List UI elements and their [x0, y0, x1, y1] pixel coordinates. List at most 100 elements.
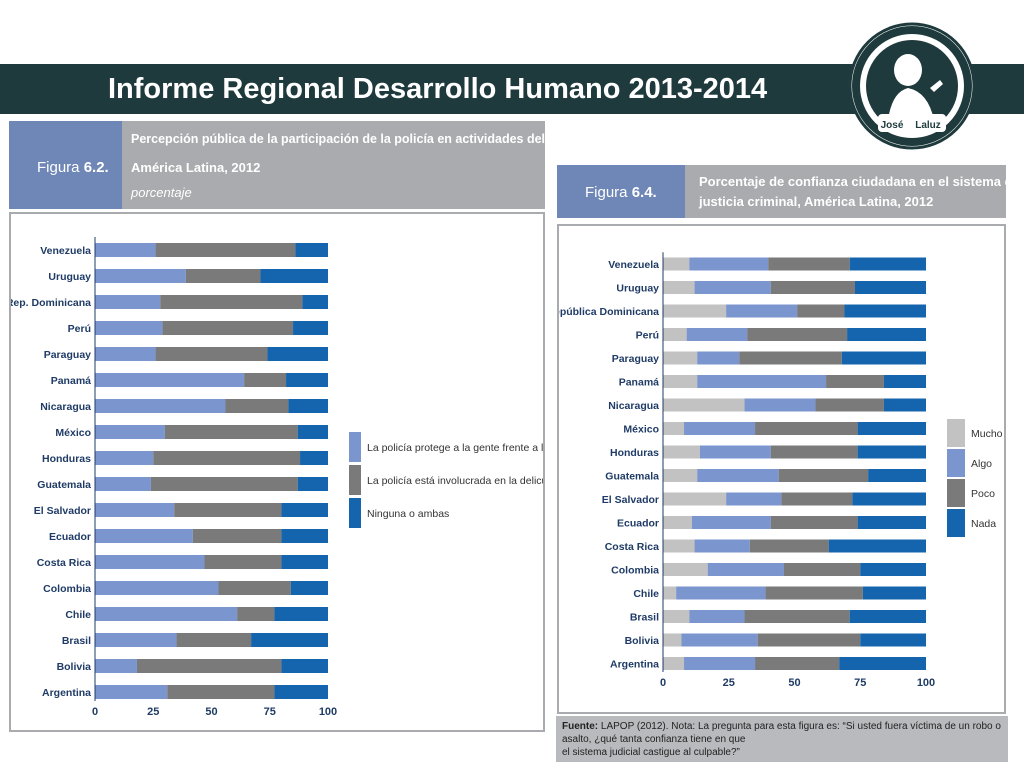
- bar-segment: [663, 257, 690, 271]
- bar-segment: [663, 516, 692, 529]
- bar-segment: [684, 422, 756, 435]
- legend-label: Nada: [971, 518, 996, 530]
- category-label: Ecuador: [617, 518, 659, 530]
- legend-label: Ninguna o ambas: [367, 508, 449, 520]
- bar-segment: [185, 269, 261, 283]
- bar-segment: [663, 657, 685, 670]
- category-label: Colombia: [43, 583, 91, 595]
- bar-segment: [849, 610, 926, 623]
- x-tick-label: 100: [917, 677, 935, 689]
- bar-segment: [95, 477, 151, 491]
- bar-segment: [663, 539, 695, 553]
- bar-segment: [95, 503, 175, 517]
- figure-label-number: 6.2.: [83, 159, 109, 176]
- category-label: República Dominicana: [559, 306, 659, 318]
- bar-segment: [167, 685, 275, 699]
- bar-segment: [841, 351, 926, 365]
- bar-segment: [150, 477, 298, 491]
- bar-segment: [770, 281, 855, 294]
- bar-segment: [854, 281, 926, 294]
- category-label: Perú: [68, 323, 91, 335]
- bar-segment: [755, 657, 840, 670]
- legend-label: Mucho: [971, 428, 1003, 440]
- bar-segment: [95, 373, 245, 387]
- bar-segment: [274, 607, 328, 621]
- figure-label-prefix: Figura: [585, 184, 628, 201]
- bar-segment: [857, 422, 926, 435]
- category-label: Paraguay: [44, 349, 91, 361]
- bar-segment: [663, 492, 727, 506]
- bar-segment: [862, 586, 926, 600]
- bar-segment: [663, 563, 708, 576]
- bar-segment: [95, 633, 177, 647]
- bar-segment: [95, 295, 161, 309]
- bar-segment: [755, 422, 858, 435]
- category-label: Nicaragua: [608, 400, 659, 412]
- legend-label: Algo: [971, 458, 992, 470]
- category-label: Argentina: [610, 659, 659, 671]
- bar-segment: [663, 304, 727, 318]
- x-tick-label: 25: [723, 677, 735, 689]
- bar-segment: [857, 445, 926, 459]
- category-label: Chile: [65, 609, 91, 621]
- legend-swatch: [947, 449, 965, 477]
- figure-6-2-chart: Venezuela Uruguay Rep. Dominicana Perú Parag…: [6, 237, 605, 718]
- figure-6-4-chart: Venezuela Uruguay República Dominicana Perú…: [546, 252, 1003, 689]
- category-label: Panamá: [619, 377, 659, 389]
- category-label: Honduras: [42, 453, 91, 465]
- page-title: Informe Regional Desarrollo Humano 2013-…: [108, 73, 768, 105]
- bar-segment: [95, 529, 193, 543]
- bar-segment: [883, 398, 926, 412]
- bar-segment: [295, 243, 328, 257]
- bar-segment: [251, 633, 328, 647]
- figure-label-number: 6.4.: [631, 184, 657, 201]
- figure-6-2-title-line2: América Latina, 2012: [131, 160, 261, 175]
- bar-segment: [260, 269, 328, 283]
- bar-segment: [95, 425, 165, 439]
- bar-segment: [694, 281, 771, 294]
- bar-segment: [302, 295, 328, 309]
- bar-segment: [691, 516, 771, 529]
- bar-segment: [162, 321, 294, 335]
- category-label: Nicaragua: [40, 401, 91, 413]
- category-label: Guatemala: [605, 471, 659, 483]
- bar-segment: [747, 328, 848, 341]
- figure-6-2-panel: Venezuela Uruguay Rep. Dominicana Perú Parag…: [6, 212, 605, 732]
- category-label: Uruguay: [616, 283, 659, 295]
- category-label: Costa Rica: [37, 557, 91, 569]
- bar-segment: [281, 503, 328, 517]
- legend-swatch: [349, 498, 361, 528]
- bar-segment: [281, 529, 328, 543]
- bar-segment: [160, 295, 303, 309]
- x-tick-label: 75: [264, 706, 276, 718]
- bar-segment: [95, 269, 186, 283]
- bar-segment: [663, 445, 700, 459]
- figure-6-4-label: Figura 6.4.: [557, 165, 685, 218]
- figure-6-2-label: Figura 6.2.: [9, 121, 122, 209]
- bar-segment: [844, 304, 926, 318]
- bar-segment: [684, 657, 756, 670]
- figure-6-4-panel: Venezuela Uruguay República Dominicana Perú…: [546, 224, 1006, 714]
- category-label: Brasil: [62, 635, 91, 647]
- figure-label-prefix: Figura: [37, 159, 80, 176]
- bar-segment: [95, 607, 238, 621]
- bar-segment: [770, 445, 858, 459]
- bar-segment: [155, 243, 296, 257]
- x-tick-label: 50: [788, 677, 800, 689]
- bar-segment: [281, 555, 328, 569]
- bar-segment: [663, 328, 687, 341]
- bar-segment: [95, 243, 156, 257]
- bar-segment: [95, 321, 163, 335]
- category-label: Honduras: [610, 447, 659, 459]
- category-label: Perú: [636, 330, 659, 342]
- bar-segment: [699, 445, 771, 459]
- bar-segment: [225, 399, 289, 413]
- bar-segment: [770, 516, 858, 529]
- legend-label: La policía está involucrada en la delicu…: [367, 475, 543, 487]
- legend-swatch: [349, 432, 361, 462]
- bar-segment: [218, 581, 291, 595]
- bar-segment: [749, 539, 829, 553]
- x-tick-label: 50: [205, 706, 217, 718]
- bar-segment: [95, 347, 156, 361]
- bar-segment: [95, 451, 154, 465]
